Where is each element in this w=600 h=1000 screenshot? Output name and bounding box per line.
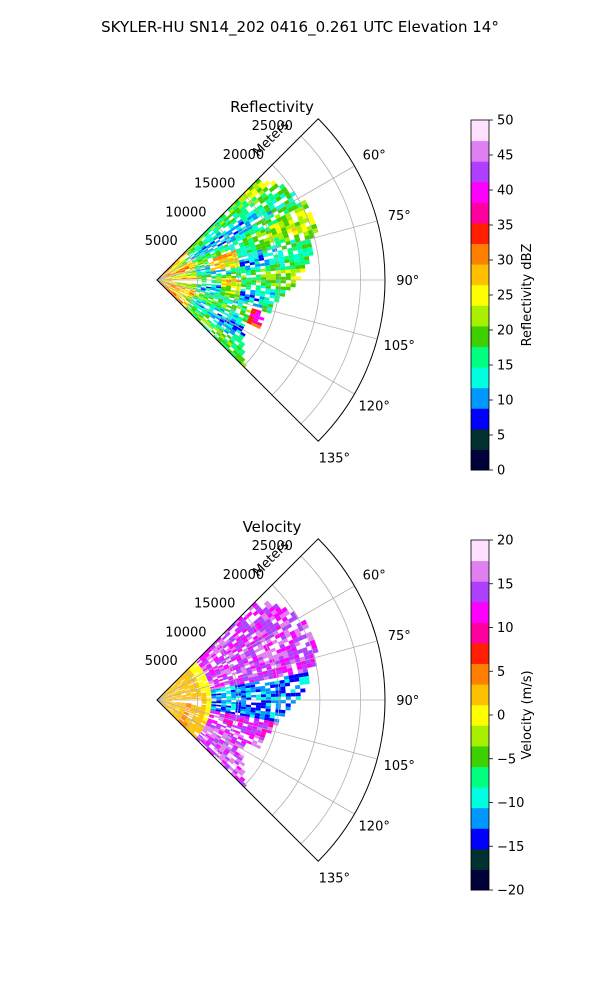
colorbar-tick-label: 20 [497,534,514,549]
range-tick-label: 5000 [145,654,178,669]
radar-panels: Reflectivity500010000150002000025000Mete… [145,98,535,899]
colorbar-tick-label: 30 [497,254,514,269]
range-tick-label: 15000 [194,177,235,192]
range-tick-label: 15000 [194,597,235,612]
colorbar-tick-label: 0 [497,464,505,479]
azimuth-tick-label: 90° [396,274,419,289]
azimuth-tick-label: 75° [388,209,411,224]
azimuth-tick-label: 105° [384,339,415,354]
azimuth-tick-label: 105° [384,759,415,774]
colorbar-tick-label: 25 [497,289,514,304]
polar-grid [156,555,385,845]
colorbar-label: Velocity (m/s) [520,670,535,759]
colorbar-tick-label: 35 [497,219,514,234]
range-tick-label: 10000 [165,205,206,220]
colorbar-tick-label: 40 [497,184,514,199]
colorbar-label: Reflectivity dBZ [520,244,535,347]
azimuth-tick-label: 135° [319,451,350,466]
azimuth-tick-label: 135° [319,871,350,886]
colorbar: −20 −15 −10 −5 0 5 10 15 20 Velocity (m/s) [470,534,535,899]
colorbar-tick-label: −15 [497,840,524,855]
colorbar-tick-label: 10 [497,621,514,636]
azimuth-tick-label: 120° [359,819,390,834]
azimuth-tick-label: 60° [363,149,386,164]
colorbar-tick-label: −10 [497,796,524,811]
range-tick-label: 20000 [223,568,264,583]
colorbar-tick-label: 15 [497,359,514,374]
colorbar-tick-label: 0 [497,709,505,724]
colorbar-tick-label: 20 [497,324,514,339]
range-tick-label: 20000 [223,148,264,163]
range-tick-label: 25000 [252,119,293,134]
figure-title: SKYLER-HU SN14_202 0416_0.261 UTC Elevat… [101,18,499,37]
colorbar-tick-label: 15 [497,577,514,592]
polar-outline [156,538,386,862]
colorbar-tick-label: 45 [497,149,514,164]
range-tick-label: 5000 [145,234,178,249]
polar-grid [156,135,385,425]
panel-title: Reflectivity [230,98,314,116]
polar-outline [156,118,386,442]
range-tick-label: 25000 [252,539,293,554]
colorbar-tick-label: −5 [497,752,516,767]
panel-title: Velocity [243,518,302,536]
colorbar-tick-label: 5 [497,429,505,444]
panel-reflectivity: Reflectivity500010000150002000025000Mete… [145,98,535,479]
colorbar-tick-label: 5 [497,665,505,680]
azimuth-tick-label: 75° [388,629,411,644]
colorbar-tick-label: 10 [497,394,514,409]
range-tick-label: 10000 [165,625,206,640]
azimuth-tick-label: 60° [363,569,386,584]
azimuth-tick-label: 120° [359,399,390,414]
colorbar: 0 5 10 15 20 25 30 35 40 45 50 Reflectivity dBZ [470,114,535,479]
colorbar-tick-label: −20 [497,884,524,899]
azimuth-tick-label: 90° [396,694,419,709]
colorbar-tick-label: 50 [497,114,514,129]
